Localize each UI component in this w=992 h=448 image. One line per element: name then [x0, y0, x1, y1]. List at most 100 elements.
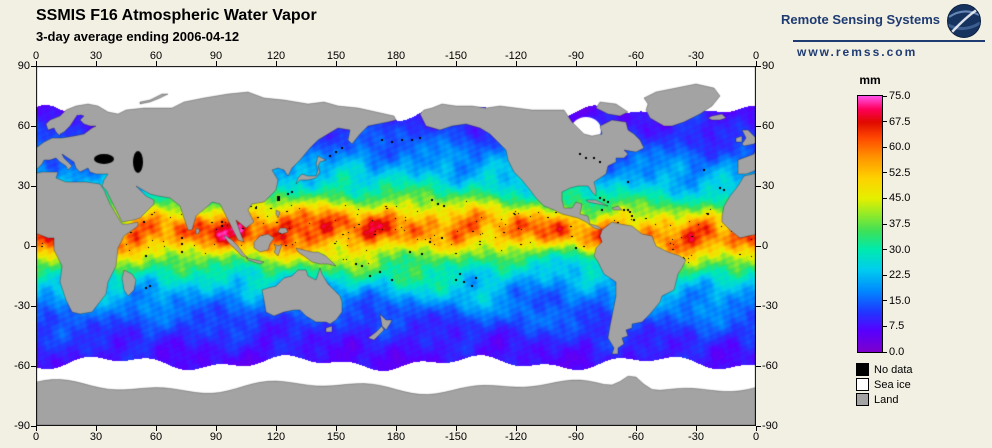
- lon-tick-label-top: -60: [628, 50, 644, 62]
- axis-tick-left: [31, 65, 36, 67]
- colorbar-tick: [883, 274, 887, 276]
- lon-tick-label-bottom: 60: [149, 431, 163, 443]
- axis-tick-top: [35, 61, 37, 66]
- lon-tick-label-top: 120: [266, 50, 286, 62]
- axis-tick-left: [31, 245, 36, 247]
- colorbar-tick-label: 52.5: [889, 166, 911, 179]
- lat-tick-label-right: 90: [762, 60, 775, 72]
- axis-tick-bottom: [335, 426, 337, 431]
- brand-divider: [793, 40, 985, 42]
- axis-tick-top: [635, 61, 637, 66]
- axis-tick-bottom: [35, 426, 37, 431]
- axis-tick-top: [215, 61, 217, 66]
- lat-tick-label-left: 30: [17, 180, 30, 192]
- axis-tick-top: [515, 61, 517, 66]
- axis-tick-bottom: [275, 426, 277, 431]
- brand-name: Remote Sensing Systems: [781, 12, 940, 27]
- colorbar-tick-label: 45.0: [889, 192, 911, 205]
- axis-tick-bottom: [215, 426, 217, 431]
- lon-tick-label-bottom: -90: [568, 431, 584, 443]
- axis-tick-bottom: [755, 426, 757, 431]
- lat-tick-label-right: -60: [762, 360, 778, 372]
- axis-tick-top: [575, 61, 577, 66]
- lon-tick-label-top: -120: [504, 50, 528, 62]
- axis-tick-right: [756, 185, 761, 187]
- lon-tick-label-top: 30: [89, 50, 103, 62]
- lat-tick-label-right: -90: [762, 420, 778, 432]
- axis-tick-top: [695, 61, 697, 66]
- axis-tick-top: [275, 61, 277, 66]
- colorbar-tick: [883, 146, 887, 148]
- colorbar-tick: [883, 249, 887, 251]
- lat-tick-label-left: -30: [14, 300, 30, 312]
- legend-label: Land: [874, 393, 899, 406]
- legend: No data Sea ice Land: [856, 362, 913, 407]
- lon-tick-label-top: -150: [444, 50, 468, 62]
- lon-tick-label-bottom: 30: [89, 431, 103, 443]
- brand-url-link[interactable]: www.remss.com: [797, 45, 918, 59]
- axis-tick-right: [756, 425, 761, 427]
- colorbar-tick-label: 67.5: [889, 115, 911, 128]
- axis-tick-bottom: [155, 426, 157, 431]
- axis-tick-left: [31, 425, 36, 427]
- colorbar-tick-label: 30.0: [889, 243, 911, 256]
- legend-label: No data: [874, 363, 913, 376]
- axis-tick-left: [31, 305, 36, 307]
- colorbar-tick-label: 7.5: [889, 320, 905, 333]
- axis-tick-right: [756, 245, 761, 247]
- axis-tick-bottom: [635, 426, 637, 431]
- colorbar-tick-label: 37.5: [889, 218, 911, 230]
- colorbar-tick-label: 60.0: [889, 141, 911, 154]
- axis-tick-right: [756, 125, 761, 127]
- lon-tick-label-bottom: -120: [504, 431, 528, 443]
- axis-tick-bottom: [455, 426, 457, 431]
- axis-tick-right: [756, 365, 761, 367]
- lon-tick-label-top: 0: [752, 50, 760, 62]
- colorbar-tick: [883, 325, 887, 327]
- colorbar-tick: [883, 300, 887, 302]
- lon-tick-label-bottom: 0: [32, 431, 40, 443]
- colorbar-tick: [883, 197, 887, 199]
- lon-tick-label-bottom: -30: [688, 431, 704, 443]
- lon-tick-label-bottom: 180: [386, 431, 406, 443]
- axis-tick-bottom: [575, 426, 577, 431]
- colorbar-tick: [883, 121, 887, 123]
- colorbar-tick-label: 22.5: [889, 269, 911, 282]
- colorbar-tick: [883, 351, 887, 353]
- axis-tick-right: [756, 65, 761, 67]
- lon-tick-label-bottom: -150: [444, 431, 468, 443]
- lat-tick-label-left: 60: [17, 120, 30, 132]
- lon-tick-label-top: 60: [149, 50, 163, 62]
- colorbar-tick-label: 0.0: [889, 346, 905, 358]
- axis-tick-top: [755, 61, 757, 66]
- remss-globe-logo-icon: [947, 4, 981, 38]
- legend-swatch: [856, 378, 869, 391]
- legend-item-no-data: No data: [856, 362, 913, 377]
- colorbar-unit-label: mm: [859, 73, 881, 87]
- axis-tick-left: [31, 125, 36, 127]
- lat-tick-label-right: 0: [762, 240, 769, 252]
- axis-tick-bottom: [95, 426, 97, 431]
- colorbar-tick: [883, 95, 887, 97]
- lon-tick-label-bottom: 90: [209, 431, 223, 443]
- lon-tick-label-top: 90: [209, 50, 223, 62]
- lon-tick-label-bottom: -60: [628, 431, 644, 443]
- colorbar: [857, 95, 883, 353]
- axis-tick-right: [756, 305, 761, 307]
- lat-tick-label-left: -60: [14, 360, 30, 372]
- legend-swatch: [856, 393, 869, 406]
- axis-tick-top: [155, 61, 157, 66]
- lon-tick-label-bottom: 120: [266, 431, 286, 443]
- axis-tick-left: [31, 365, 36, 367]
- lat-tick-label-left: -90: [14, 420, 30, 432]
- lat-tick-label-left: 0: [23, 240, 30, 252]
- lat-tick-label-right: 30: [762, 180, 775, 192]
- legend-item-sea-ice: Sea ice: [856, 377, 913, 392]
- axis-tick-top: [335, 61, 337, 66]
- axis-tick-top: [395, 61, 397, 66]
- legend-item-land: Land: [856, 392, 913, 407]
- colorbar-tick: [883, 223, 887, 225]
- lon-tick-label-top: 0: [32, 50, 40, 62]
